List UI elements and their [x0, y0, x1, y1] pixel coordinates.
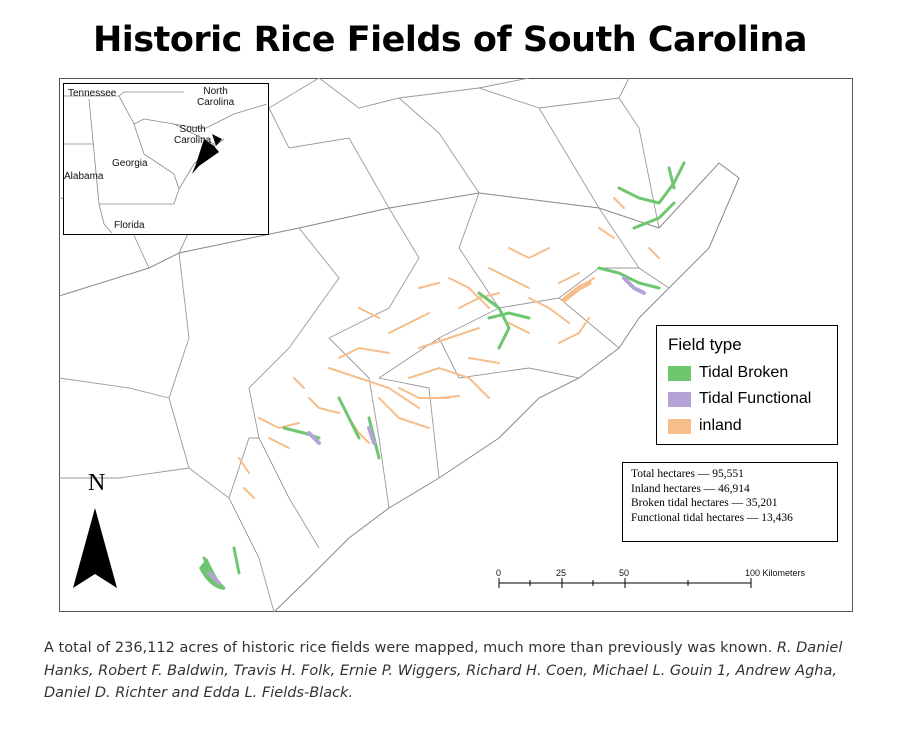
stat-functional-tidal: Functional tidal hectares — 13,436 [631, 511, 793, 524]
inset-label-south-carolina: South Carolina [174, 124, 212, 146]
inset-map: Tennessee North Carolina South Carolina … [63, 83, 269, 235]
inset-label-tennessee: Tennessee [68, 88, 117, 99]
legend-swatch [668, 366, 691, 381]
county-map [59, 78, 752, 612]
tidal-functional-fields [207, 276, 646, 585]
legend-title: Field type [668, 335, 742, 354]
caption-text: A total of 236,112 acres of historic ric… [44, 640, 777, 656]
state-boundary [59, 162, 740, 612]
north-arrow-icon [73, 508, 117, 588]
stat-total: Total hectares — 95,551 [631, 468, 744, 480]
scale-tick-0: 0 [496, 568, 502, 578]
stat-broken-tidal: Broken tidal hectares — 35,201 [631, 497, 778, 509]
inset-label-florida: Florida [114, 220, 145, 231]
caption: A total of 236,112 acres of historic ric… [44, 637, 864, 705]
scale-tick-50: 50 [619, 568, 630, 578]
inset-label-georgia: Georgia [112, 158, 148, 169]
legend: Field type Tidal Broken Tidal Functional… [656, 325, 838, 445]
legend-swatch [668, 419, 691, 434]
scale-tick-25: 25 [556, 568, 567, 578]
inset-label-alabama: Alabama [64, 171, 104, 182]
map-title: Historic Rice Fields of South Carolina [92, 20, 808, 60]
legend-swatch [668, 392, 691, 407]
scale-bar [498, 578, 752, 588]
stat-inland: Inland hectares — 46,914 [631, 482, 750, 495]
stats-box: Total hectares — 95,551 Inland hectares … [622, 462, 838, 542]
inland-fields [238, 197, 660, 499]
north-label: N [88, 470, 106, 496]
caption-credits: R. Daniel Hanks, Robert F. Baldwin, Trav… [44, 640, 843, 701]
legend-label: inland [699, 417, 742, 434]
inset-label-north-carolina: North Carolina [197, 86, 235, 108]
legend-label: Tidal Broken [699, 364, 789, 381]
scale-tick-100: 100 Kilometers [745, 568, 806, 578]
legend-label: Tidal Functional [699, 390, 812, 407]
